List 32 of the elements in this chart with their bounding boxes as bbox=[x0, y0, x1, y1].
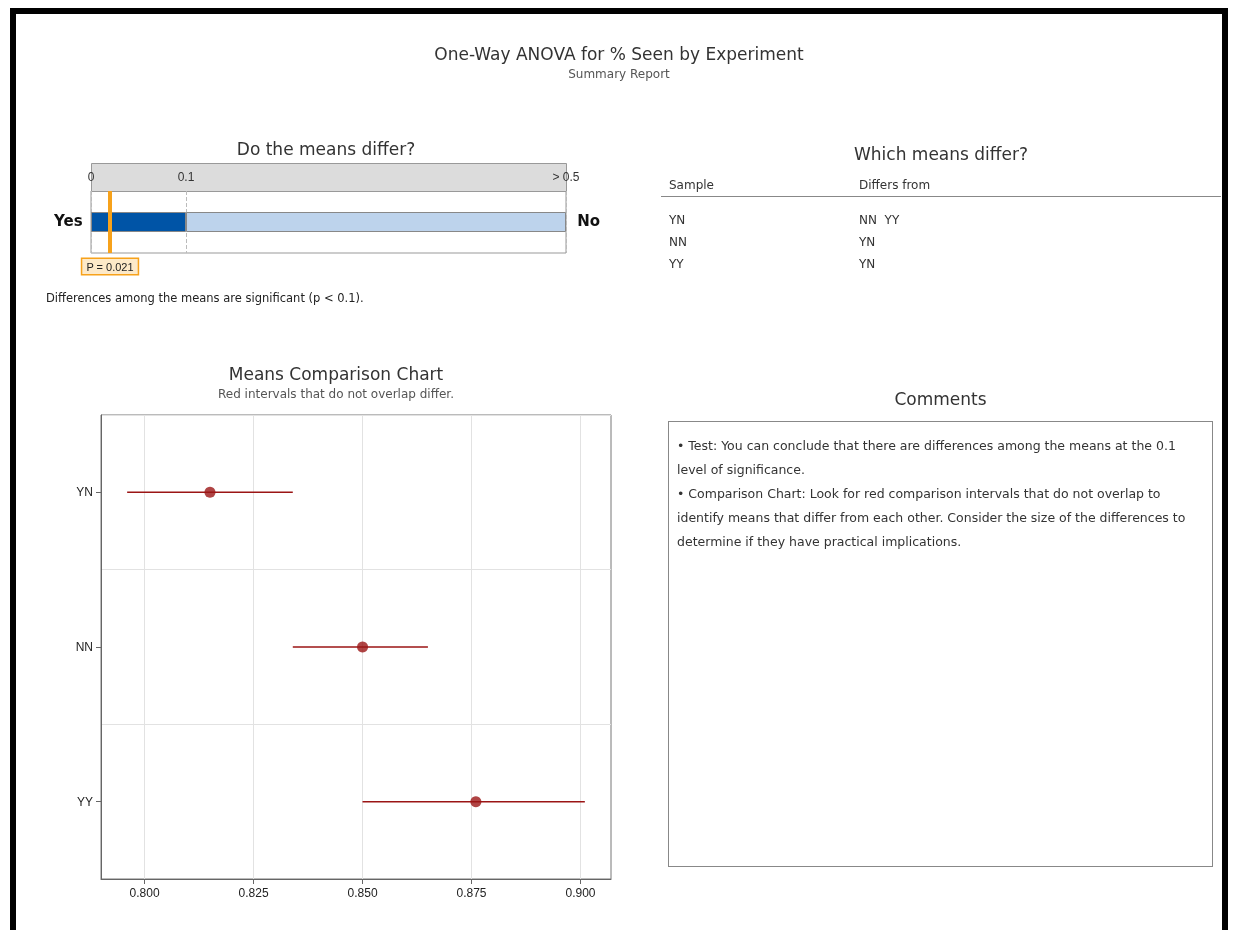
text: One-Way ANOVA for % Seen by Experiment bbox=[433, 44, 805, 64]
x-tick-label: 0.800 bbox=[129, 886, 160, 900]
text: YN bbox=[858, 234, 877, 251]
chart-title: Means Comparison Chart bbox=[227, 364, 445, 384]
text: • Test: You can conclude that there are differences among the means at the 0.1 level of significance. bbox=[677, 437, 1177, 479]
text: Yes bbox=[53, 211, 83, 230]
x-tick-label: 0.900 bbox=[565, 886, 596, 900]
x-tick-label: 0.850 bbox=[347, 886, 378, 900]
y-tick-label: YY bbox=[76, 794, 93, 809]
x-tick-label: 0.875 bbox=[456, 886, 487, 900]
text: YY bbox=[668, 256, 685, 273]
chart-title: Do the means differ? bbox=[235, 139, 417, 159]
text: Differs from bbox=[851, 174, 1221, 197]
ref-line-label: P = 0.021 bbox=[86, 260, 134, 273]
text: NN bbox=[668, 234, 688, 251]
x-tick-label: 0 bbox=[87, 170, 95, 184]
text: NN YY bbox=[858, 212, 901, 229]
y-tick-label: NN bbox=[75, 640, 93, 654]
text: YN bbox=[858, 256, 877, 273]
text: Sample bbox=[661, 174, 851, 197]
text: Differences among the means are significant (p < 0.1). bbox=[46, 291, 365, 305]
text: YN bbox=[668, 212, 687, 229]
text: Comments bbox=[893, 389, 988, 409]
text: Summary Report bbox=[567, 67, 671, 81]
x-tick-label: > 0.5 bbox=[552, 170, 580, 184]
x-tick-label: 0.1 bbox=[177, 170, 195, 184]
text: • Comparison Chart: Look for red comparison intervals that do not overlap to identify means that differ from each other. Consider the size of the differences to determine if they have practical implications. bbox=[677, 485, 1187, 551]
y-tick-label: YN bbox=[76, 485, 93, 500]
chart-subtitle: Red intervals that do not overlap differ. bbox=[217, 387, 455, 401]
x-tick-label: 0.825 bbox=[238, 886, 269, 900]
text: Which means differ? bbox=[853, 144, 1029, 164]
text: No bbox=[577, 211, 600, 230]
